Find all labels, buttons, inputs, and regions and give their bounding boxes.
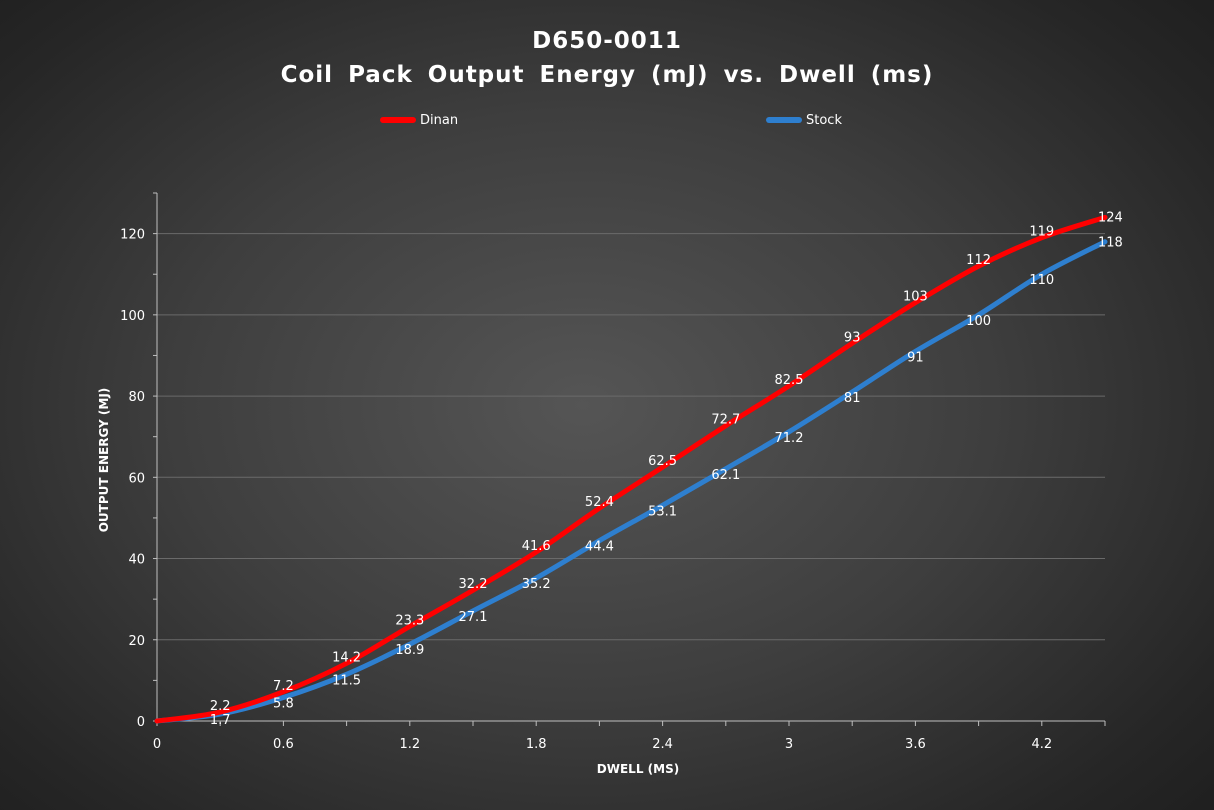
data-label-dinan: 7.2: [273, 679, 294, 694]
data-label-stock: 100: [966, 314, 991, 329]
data-label-dinan: 93: [844, 330, 861, 345]
x-tick-label: 0.6: [273, 737, 294, 752]
gridlines: [157, 233, 1105, 641]
x-tick-label: 1.8: [526, 737, 547, 752]
series-lines: [154, 214, 1108, 724]
data-label-stock: 27.1: [459, 610, 488, 625]
y-tick-label: 20: [128, 634, 145, 649]
series-line-stock: [154, 239, 1108, 724]
data-label-dinan: 119: [1029, 225, 1054, 240]
data-label-dinan: 112: [966, 253, 991, 268]
y-tick-label: 0: [137, 715, 145, 730]
data-label-stock: 81: [844, 391, 861, 406]
data-label-dinan: 72.7: [711, 413, 740, 428]
y-tick-label: 80: [128, 390, 145, 405]
data-label-dinan: 52.4: [585, 495, 614, 510]
legend-label-stock: Stock: [806, 112, 842, 128]
data-label-stock: 118: [1098, 236, 1123, 251]
data-label-stock: 5.8: [273, 696, 294, 711]
data-label-stock: 1.7: [210, 713, 231, 728]
data-labels: 2.2 7.2 14.2 23.3 32.2 41.6 52.4 62.5 72.7 82.5 93…: [210, 210, 1123, 728]
data-label-stock: 110: [1029, 273, 1054, 288]
series-line-dinan: [154, 214, 1108, 724]
data-label-stock: 11.5: [332, 673, 361, 688]
x-tick-label: 4.2: [1031, 737, 1052, 752]
y-tick-label: 40: [128, 553, 145, 568]
y-axis-label: OUTPUT ENERGY (MJ): [97, 388, 111, 533]
legend-swatch-dinan: [380, 117, 416, 123]
data-label-stock: 44.4: [585, 540, 614, 555]
x-tick-label: 0: [153, 737, 161, 752]
data-label-stock: 62.1: [711, 468, 740, 483]
data-label-dinan: 82.5: [775, 373, 804, 388]
data-label-dinan: 103: [903, 290, 928, 305]
legend-label-dinan: Dinan: [420, 112, 459, 128]
chart-title: D650-0011: [532, 28, 682, 54]
y-tick-label: 100: [120, 309, 145, 324]
x-axis-label: DWELL (MS): [597, 762, 679, 776]
data-label-dinan: 14.2: [332, 650, 361, 665]
data-label-dinan: 41.6: [522, 539, 551, 554]
axes: 0 20 40 60 80 100 120 0 0.6 1.2 1.8 2.4 3 3.6 4.2: [120, 192, 1106, 752]
data-label-dinan: 2.2: [210, 699, 231, 714]
x-tick-label: 3: [785, 737, 793, 752]
data-label-dinan: 32.2: [459, 577, 488, 592]
data-label-stock: 71.2: [775, 431, 804, 446]
legend-item-stock: Stock: [766, 110, 842, 130]
legend-swatch-stock: [766, 117, 802, 123]
x-tick-label: 2.4: [652, 737, 673, 752]
data-label-dinan: 62.5: [648, 454, 677, 469]
data-label-stock: 91: [907, 350, 924, 365]
data-label-dinan: 23.3: [395, 613, 424, 628]
data-label-stock: 18.9: [395, 643, 424, 658]
x-tick-label: 3.6: [905, 737, 926, 752]
data-label-stock: 53.1: [648, 504, 677, 519]
x-tick-label: 1.2: [399, 737, 420, 752]
y-tick-label: 120: [120, 228, 145, 243]
y-tick-label: 60: [128, 471, 145, 486]
chart-subtitle: Coil Pack Output Energy (mJ) vs. Dwell (…: [280, 62, 934, 88]
data-label-dinan: 124: [1098, 210, 1123, 225]
legend-item-dinan: Dinan: [380, 110, 458, 130]
data-label-stock: 35.2: [522, 577, 551, 592]
